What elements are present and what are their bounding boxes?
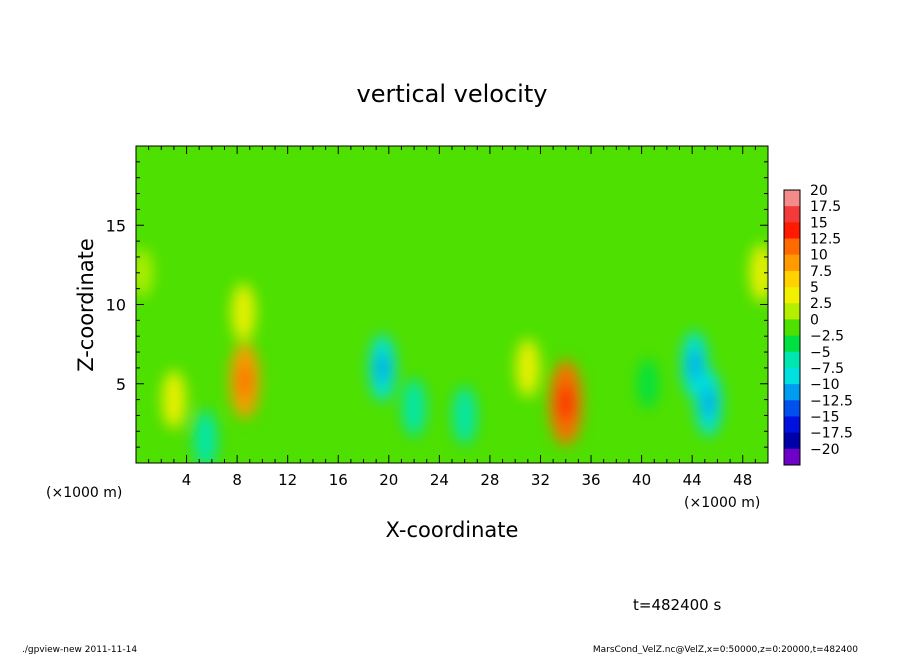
- colorbar-swatch-13: [784, 400, 800, 417]
- colorbar-swatch-0: [784, 190, 800, 207]
- plot-background: [136, 146, 768, 463]
- field-feature-core-3: [558, 383, 574, 422]
- colorbar-swatch-2: [784, 222, 800, 240]
- colorbar-label-4: 10: [810, 248, 828, 264]
- colorbar-swatch-6: [784, 287, 800, 304]
- y-tick-label-0: 5: [116, 375, 126, 394]
- colorbar-swatch-15: [784, 432, 800, 450]
- colorbar-label-9: −2.5: [810, 329, 844, 345]
- x-tick-label-6: 28: [480, 471, 499, 489]
- field-feature-core-9: [688, 349, 701, 380]
- x-tick-label-8: 36: [581, 471, 600, 489]
- field-feature-core-6: [376, 352, 389, 383]
- colorbar-label-7: 2.5: [810, 296, 832, 312]
- colorbar-label-10: −5: [810, 345, 831, 361]
- footer-right: MarsCond_VelZ.nc@VelZ,x=0:50000,z=0:2000…: [593, 645, 858, 654]
- x-tick-label-4: 20: [379, 471, 398, 489]
- x-axis-label: X-coordinate: [386, 518, 519, 542]
- colorbar-label-16: −20: [810, 442, 840, 458]
- x-unit-right: (×1000 m): [684, 495, 760, 511]
- x-tick-label-2: 12: [278, 471, 297, 489]
- field-feature-7: [402, 378, 427, 437]
- colorbar-swatch-1: [784, 206, 800, 223]
- colorbar-label-13: −12.5: [810, 393, 853, 409]
- x-tick-label-5: 24: [430, 471, 449, 489]
- colorbar-label-0: 20: [810, 183, 828, 199]
- colorbar-label-5: 7.5: [810, 264, 832, 280]
- field-feature-2: [161, 370, 186, 429]
- field-feature-4: [515, 338, 540, 397]
- colorbar-swatch-8: [784, 319, 800, 337]
- field-feature-12: [749, 243, 768, 302]
- x-tick-label-0: 4: [182, 471, 192, 489]
- colorbar-label-2: 15: [810, 215, 828, 231]
- y-axis-label: Z-coordinate: [74, 238, 98, 372]
- colorbar-swatch-4: [784, 254, 800, 272]
- colorbar-swatch-16: [784, 448, 800, 466]
- colorbar-swatch-12: [784, 384, 800, 401]
- field-feature-core-0: [237, 363, 252, 398]
- colorbar-swatch-3: [784, 238, 800, 256]
- colorbar-label-12: −10: [810, 377, 840, 393]
- field-feature-core-10: [702, 387, 715, 418]
- x-tick-label-7: 32: [531, 471, 550, 489]
- field-features: [136, 243, 768, 463]
- colorbar-label-11: −7.5: [810, 361, 844, 377]
- plot-area: [136, 146, 768, 463]
- y-ticks: 5 10 15: [106, 161, 768, 448]
- colorbar-swatch-7: [784, 303, 800, 320]
- field-feature-11: [637, 359, 659, 409]
- x-tick-label-1: 8: [232, 471, 242, 489]
- chart-title: vertical velocity: [357, 80, 548, 108]
- colorbar-label-14: −15: [810, 409, 840, 425]
- x-unit-left: (×1000 m): [46, 485, 122, 501]
- y-tick-label-2: 15: [106, 216, 126, 235]
- colorbar-label-1: 17.5: [810, 199, 841, 215]
- colorbar: 2017.51512.5107.552.50−2.5−5−7.5−10−12.5…: [783, 183, 853, 466]
- colorbar-swatch-5: [784, 270, 800, 288]
- x-tick-label-3: 16: [329, 471, 348, 489]
- colorbar-label-15: −17.5: [810, 426, 853, 442]
- x-tick-label-11: 48: [733, 471, 752, 489]
- colorbar-swatch-9: [784, 335, 800, 353]
- field-feature-5: [193, 410, 218, 463]
- field-feature-1: [231, 283, 256, 342]
- time-label: t=482400 s: [633, 596, 721, 614]
- y-tick-label-1: 10: [106, 296, 126, 315]
- colorbar-label-3: 12.5: [810, 232, 841, 248]
- field-feature-13: [136, 248, 153, 298]
- x-tick-label-10: 44: [683, 471, 702, 489]
- colorbar-swatch-14: [784, 416, 800, 434]
- field-feature-8: [452, 386, 477, 445]
- colorbar-label-6: 5: [810, 280, 819, 296]
- colorbar-label-8: 0: [810, 312, 819, 328]
- x-ticks: 4 8 12 16 20 24 28 32 36 40 44 48: [148, 146, 756, 489]
- colorbar-swatch-11: [784, 367, 800, 385]
- x-tick-label-9: 40: [632, 471, 651, 489]
- colorbar-swatch-10: [784, 351, 800, 369]
- footer-left: ./gpview-new 2011-11-14: [22, 645, 137, 654]
- colorbar-frame: [783, 189, 801, 466]
